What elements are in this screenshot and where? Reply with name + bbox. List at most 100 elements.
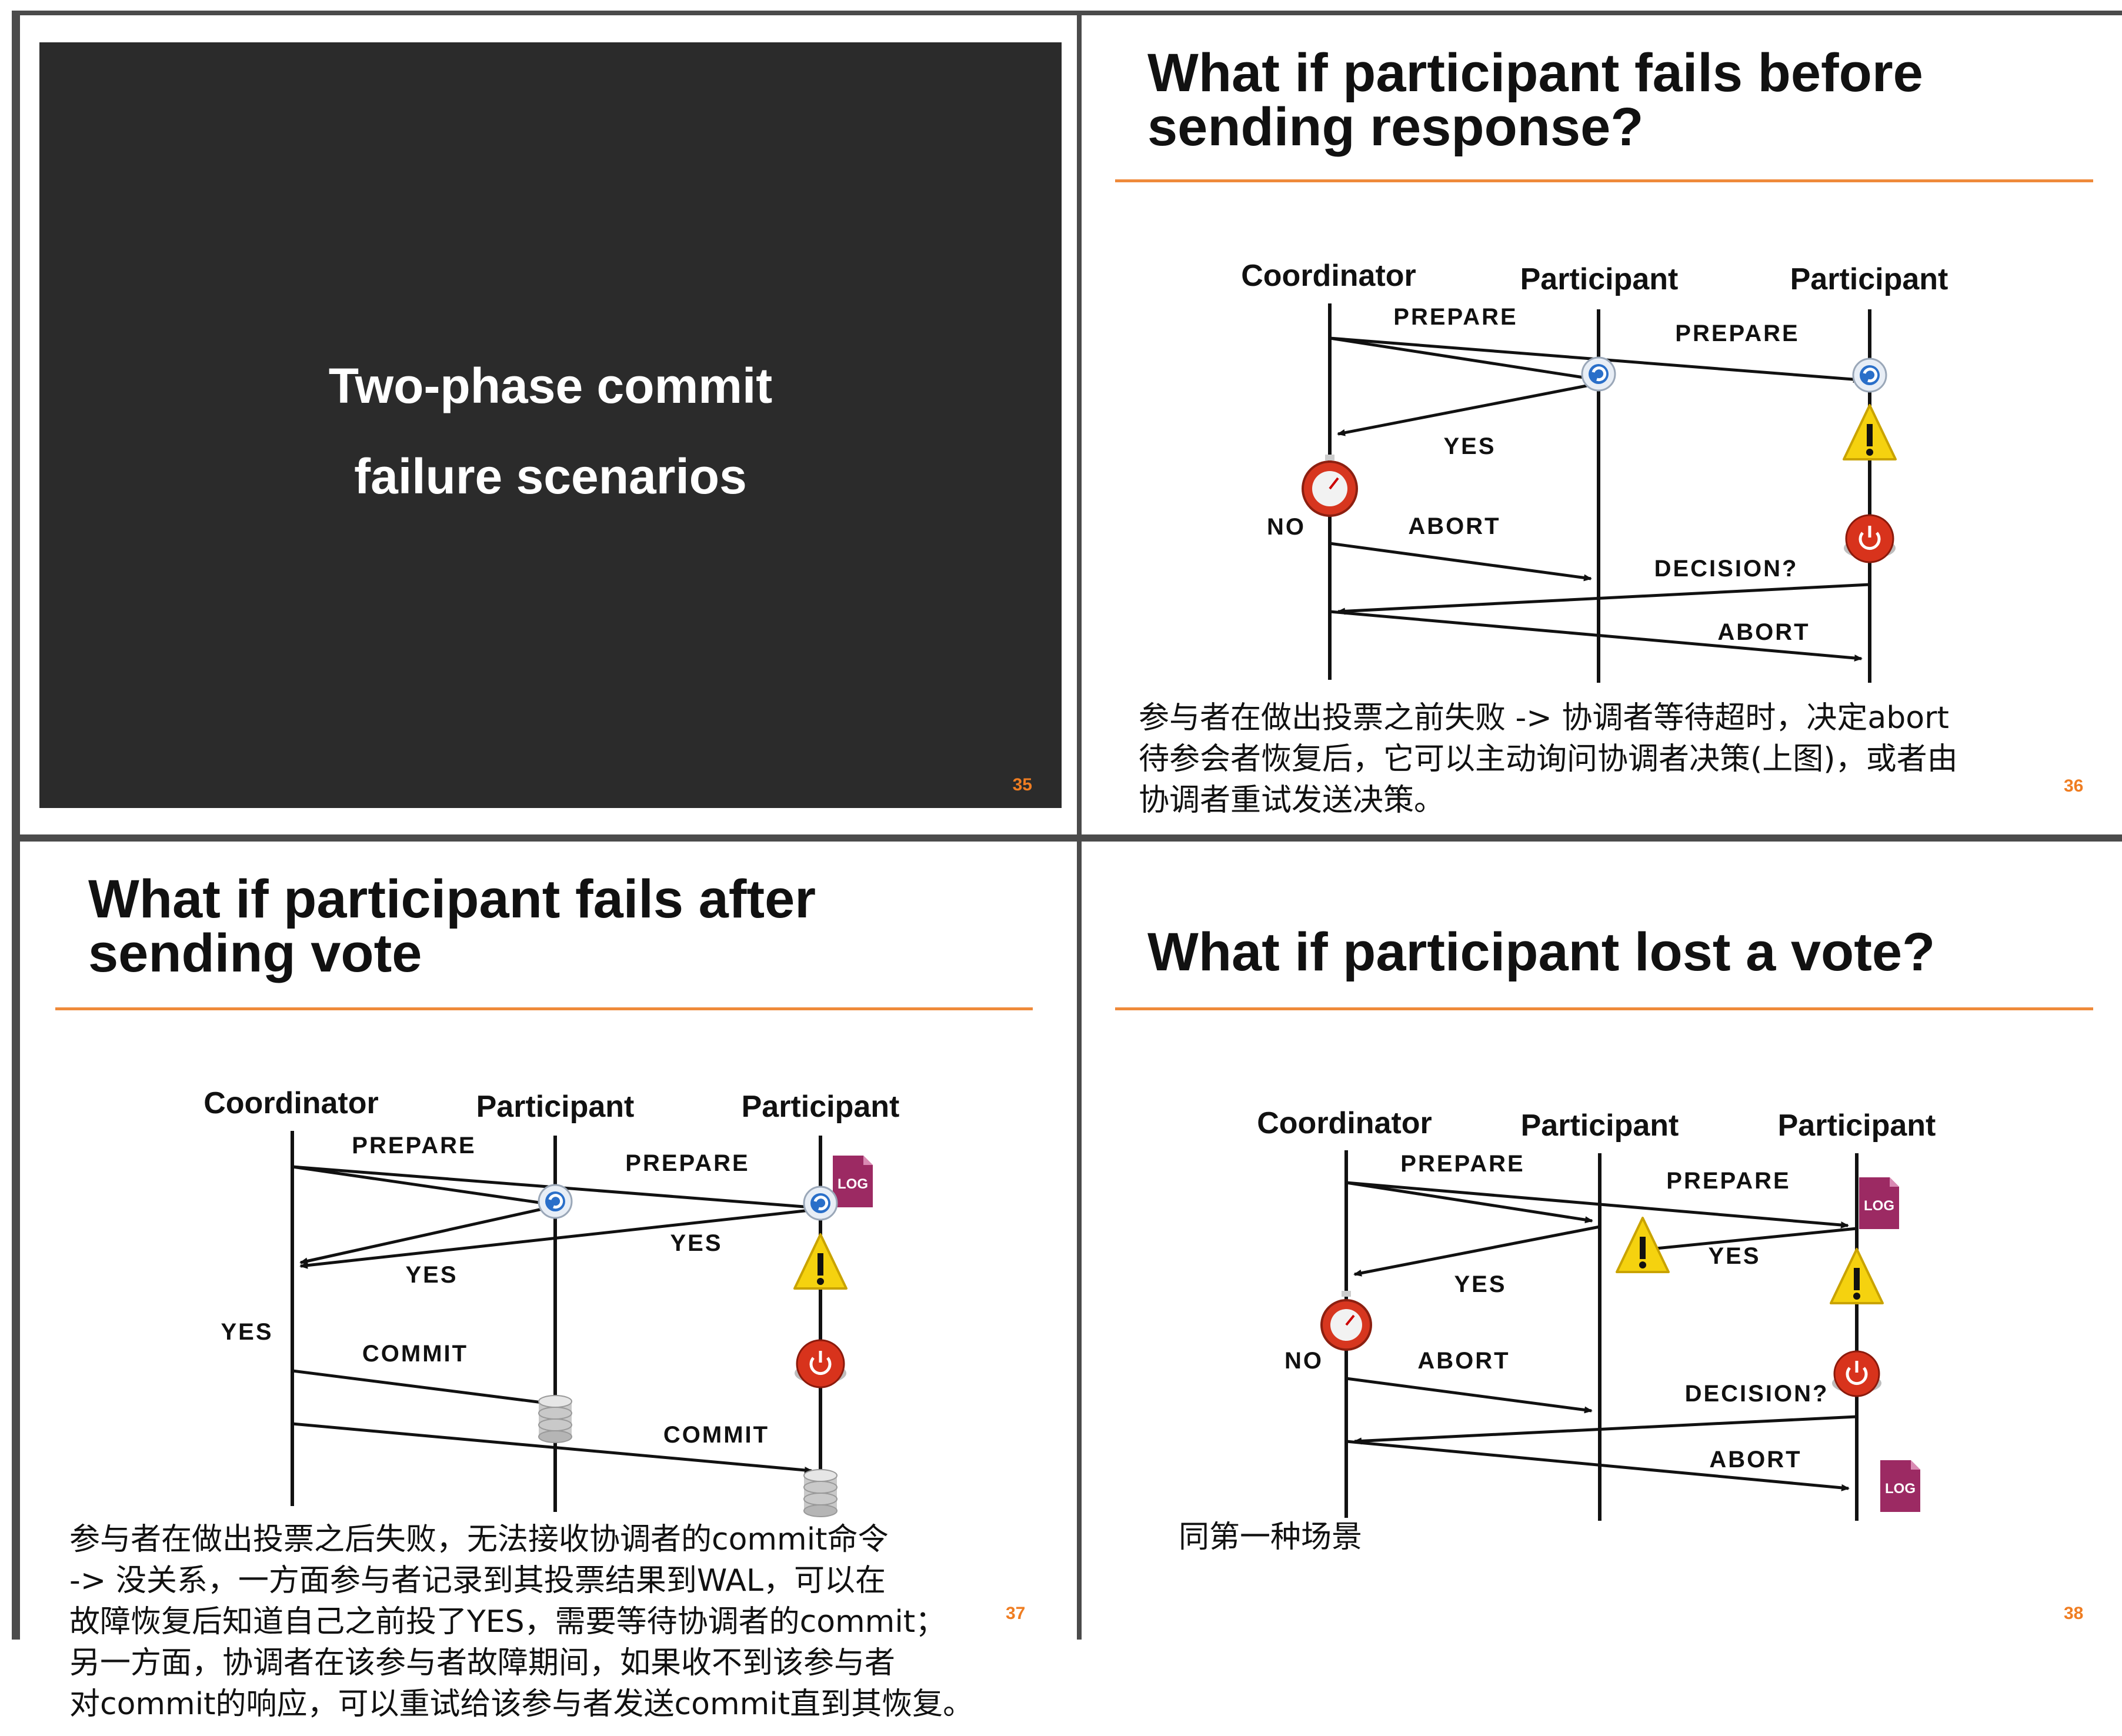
coordinator-header: Coordinator [1241, 259, 1416, 293]
note-line-3: 故障恢复后知道自己之前投了YES，需要等待协调者的commit； [69, 1604, 946, 1640]
commit-arrow-1 [292, 1369, 548, 1406]
note-line-3: 协调者重试发送决策。 [1139, 783, 1445, 818]
note-line-1: 参与者在做出投票之后失败，无法接收协调者的commit命令 [69, 1522, 889, 1557]
prepare-arrow-1 [1329, 336, 1593, 382]
chinese-note: 参与者在做出投票之前失败 -> 协调者等待超时，决定abort 待参会者恢复后，… [1139, 697, 1958, 821]
timer-icon [1320, 1291, 1372, 1351]
slide-title-line-2: sending response? [1147, 97, 1644, 157]
yes-arrow-2 [1631, 1227, 1857, 1253]
yes-label-2: YES [670, 1230, 722, 1256]
note-line-1: 同第一种场景 [1179, 1520, 1363, 1555]
participant-2-header: Participant [1790, 262, 1948, 296]
slide-35: Two-phase commit failure scenarios 35 [20, 15, 1077, 834]
participant-2-header: Participant [742, 1090, 900, 1124]
prepare-label-2: PREPARE [1675, 321, 1799, 346]
participant-1-header: Participant [476, 1090, 635, 1124]
prepare-arrow-2 [1346, 1181, 1849, 1228]
prepare-label-1: PREPARE [1400, 1151, 1524, 1177]
prepare-arrow-1 [1346, 1181, 1593, 1224]
abort-arrow-2 [1329, 610, 1863, 662]
abort-arrow-1 [1329, 542, 1592, 582]
participant-1-header: Participant [1520, 262, 1679, 296]
slide-38: What if participant lost a vote? Coordin… [1082, 842, 2122, 1641]
yes-decision-label: YES [221, 1319, 273, 1345]
commit-arrow-2 [292, 1422, 813, 1474]
chinese-note: 参与者在做出投票之后失败，无法接收协调者的commit命令 -> 没关系，一方面… [69, 1519, 973, 1725]
no-label: NO [1267, 514, 1306, 540]
note-line-2: 待参会者恢复后，它可以主动询问协调者决策(上图)，或者由 [1139, 742, 1958, 777]
coordinator-header: Coordinator [1257, 1106, 1432, 1140]
slide-number: 38 [2064, 1604, 2084, 1623]
yes-label-1: YES [405, 1262, 458, 1288]
warning-icon [793, 1233, 848, 1290]
note-line-4: 另一方面，协调者在该参与者故障期间，如果收不到该参与者 [69, 1645, 896, 1681]
sync-icon [803, 1186, 838, 1221]
warning-icon [1616, 1217, 1670, 1273]
slide-title-line-2: sending vote [88, 923, 422, 983]
sync-icon [1852, 358, 1887, 393]
abort-label-1: ABORT [1408, 513, 1500, 539]
yes-label-1: YES [1454, 1271, 1506, 1297]
yes-label-2: YES [1708, 1243, 1760, 1269]
cover-title-line-1: Two-phase commit [328, 358, 773, 413]
timer-icon [1302, 455, 1358, 517]
slide-title-line-1: What if participant lost a vote? [1147, 922, 1936, 982]
title-underline [1115, 1007, 2093, 1010]
participant-2-header: Participant [1778, 1109, 1936, 1143]
chinese-note: 同第一种场景 [1179, 1517, 1362, 1558]
database-icon [803, 1469, 838, 1517]
participant-1-header: Participant [1521, 1109, 1679, 1143]
yes-arrow-1 [299, 1204, 556, 1265]
log-badge-text: LOG [1885, 1481, 1916, 1497]
frame-left-border [12, 11, 20, 1640]
abort-arrow-1 [1346, 1377, 1593, 1414]
warning-icon [1843, 404, 1897, 460]
log-file-icon: LOG [1880, 1460, 1920, 1512]
abort-label-2: ABORT [1709, 1447, 1801, 1473]
prepare-arrow-1 [292, 1165, 549, 1207]
cover-panel: Two-phase commit failure scenarios 35 [39, 42, 1062, 808]
slide-37: What if participant fails after sending … [20, 842, 1077, 1736]
slide-number: 36 [2064, 776, 2084, 796]
slide-title: What if participant fails after sending … [88, 872, 816, 980]
yes-label: YES [1443, 433, 1496, 459]
title-underline [55, 1007, 1033, 1010]
prepare-label-2: PREPARE [625, 1150, 749, 1176]
slide-title: What if participant lost a vote? [1147, 925, 1935, 979]
frame-top-border [12, 11, 2122, 15]
slide-title-line-1: What if participant fails before [1147, 43, 1923, 103]
log-badge-text: LOG [838, 1176, 868, 1192]
protocol-diagram: Coordinator Participant Participant PREP… [1241, 259, 1948, 683]
slide-number: 35 [1012, 775, 1032, 794]
title-underline [1115, 179, 2093, 182]
note-line-5: 对commit的响应，可以重试给该参与者发送commit直到其恢复。 [69, 1687, 974, 1722]
power-button-icon [795, 1339, 846, 1388]
yes-arrow-2 [299, 1207, 821, 1269]
no-label: NO [1284, 1348, 1323, 1374]
prepare-label-1: PREPARE [352, 1133, 476, 1159]
decision-label: DECISION? [1654, 556, 1799, 582]
log-badge-text: LOG [1864, 1198, 1894, 1214]
decision-label: DECISION? [1685, 1381, 1829, 1407]
prepare-label-2: PREPARE [1666, 1168, 1790, 1194]
prepare-label-1: PREPARE [1393, 304, 1517, 330]
yes-arrow [1337, 382, 1599, 436]
abort-arrow-2 [1346, 1440, 1850, 1491]
sync-icon [1581, 356, 1616, 392]
warning-icon [1830, 1248, 1884, 1304]
protocol-diagram: Coordinator Participant Participant PREP… [1257, 1106, 1936, 1521]
note-line-1: 参与者在做出投票之前失败 -> 协调者等待超时，决定abort [1139, 700, 1949, 736]
cover-title-line-2: failure scenarios [354, 449, 747, 504]
vertical-divider [1077, 11, 1082, 1640]
abort-label-2: ABORT [1717, 619, 1810, 645]
decision-arrow [1353, 1415, 1857, 1445]
sync-icon [538, 1184, 573, 1219]
commit-label-2: COMMIT [663, 1422, 769, 1448]
log-file-icon: LOG [1859, 1177, 1899, 1229]
yes-arrow-1 [1353, 1225, 1600, 1277]
slide-title-line-1: What if participant fails after [88, 869, 816, 929]
coordinator-header: Coordinator [203, 1086, 379, 1120]
decision-arrow [1337, 583, 1870, 615]
slide-number: 37 [1006, 1604, 1026, 1623]
log-file-icon: LOG [833, 1156, 873, 1207]
